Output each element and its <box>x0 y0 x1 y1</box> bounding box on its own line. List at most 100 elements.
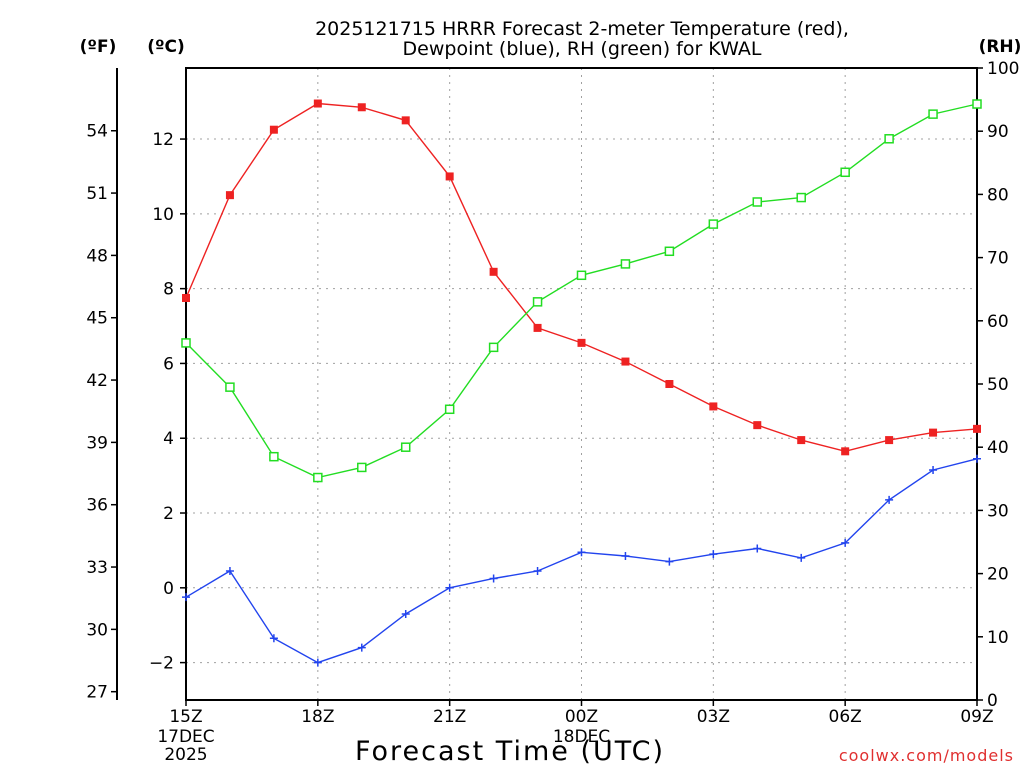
rh-point <box>225 382 235 392</box>
celsius-tick-label: 10 <box>152 205 174 225</box>
axes: 27 30 33 36 39 42 45 48 51 54 −2 0 2 4 6 8 10 12 0 10 20 30 40… <box>86 59 1019 765</box>
x-tick-label: 09Z <box>960 707 993 727</box>
rh-tick-label: 10 <box>987 628 1009 648</box>
celsius-tick-label: 0 <box>163 579 174 599</box>
temperature-point <box>753 421 762 430</box>
temperature-point <box>401 116 410 125</box>
dewpoint-point <box>182 593 190 602</box>
series-rh <box>181 99 982 483</box>
fahrenheit-tick-label: 33 <box>86 558 108 578</box>
rh-point <box>488 342 499 353</box>
fahrenheit-tick-label: 39 <box>86 433 108 453</box>
dewpoint-point <box>621 552 630 561</box>
temperature-point <box>533 323 542 332</box>
series-temperature <box>182 99 981 456</box>
dewpoint-point <box>401 609 410 618</box>
x-tick-label: 18Z <box>301 707 334 727</box>
temperature-point <box>225 191 234 200</box>
rh-point <box>269 451 279 462</box>
dewpoint-point <box>885 495 894 504</box>
fahrenheit-tick-label: 30 <box>86 620 108 640</box>
temperature-point <box>313 99 322 108</box>
dewpoint-point <box>797 553 806 562</box>
rh-point <box>181 338 191 348</box>
rh-tick-label: 20 <box>987 565 1009 585</box>
x-tick-label: 06Z <box>829 707 862 727</box>
rh-tick-label: 30 <box>987 501 1009 521</box>
celsius-unit-label: (ºC) <box>147 37 185 57</box>
chart-title: 2025121715 HRRR Forecast 2-meter Tempera… <box>315 18 849 60</box>
rh-tick-label: 70 <box>987 249 1009 269</box>
rh-unit-label: (RH) <box>979 37 1022 57</box>
x-axis-label: Forecast Time (UTC) <box>355 736 665 767</box>
fahrenheit-tick-label: 36 <box>86 496 108 516</box>
rh-point <box>664 246 675 257</box>
temperature-point <box>841 447 850 456</box>
celsius-tick-label: 4 <box>163 429 174 449</box>
temperature-point <box>621 357 630 366</box>
dewpoint-point <box>665 557 674 566</box>
fahrenheit-unit-label: (ºF) <box>80 37 117 57</box>
temperature-point <box>182 293 190 302</box>
rh-point <box>708 219 719 229</box>
dewpoint-point <box>489 574 498 583</box>
rh-point <box>972 99 982 109</box>
x-date-label: 17DEC <box>157 727 214 747</box>
dewpoint-point <box>753 544 762 553</box>
temperature-point <box>885 436 894 445</box>
dewpoint-point <box>577 548 586 557</box>
fahrenheit-tick-label: 45 <box>86 309 108 329</box>
rh-point <box>576 270 587 281</box>
rh-point <box>313 472 323 483</box>
dewpoint-point <box>269 634 278 643</box>
temperature-point <box>797 436 806 445</box>
rh-tick-label: 0 <box>987 691 998 711</box>
x-tick-label: 21Z <box>433 707 466 727</box>
x-date-label: 2025 <box>164 745 207 765</box>
dewpoint-point <box>973 454 981 463</box>
rh-point <box>884 134 894 144</box>
fahrenheit-tick-label: 54 <box>86 122 108 142</box>
credit-text: coolwx.com/models <box>839 746 1014 765</box>
fahrenheit-tick-label: 48 <box>86 246 108 266</box>
dewpoint-point <box>929 466 938 475</box>
dewpoint-point <box>709 550 718 559</box>
title-line-1: 2025121715 HRRR Forecast 2-meter Tempera… <box>315 18 849 40</box>
rh-point <box>840 167 850 178</box>
temperature-point <box>489 267 498 276</box>
rh-point <box>620 259 631 269</box>
rh-tick-label: 40 <box>987 438 1009 458</box>
rh-tick-label: 100 <box>987 59 1019 79</box>
fahrenheit-tick-label: 27 <box>86 683 108 703</box>
celsius-tick-label: 2 <box>163 504 174 524</box>
temperature-point <box>973 424 981 433</box>
rh-tick-label: 90 <box>987 122 1009 142</box>
temperature-point <box>445 172 454 181</box>
data-series <box>181 99 982 667</box>
rh-point <box>444 404 455 415</box>
temperature-point <box>665 380 674 388</box>
dewpoint-point <box>225 566 234 575</box>
title-line-2: Dewpoint (blue), RH (green) for KWAL <box>403 38 762 60</box>
x-date-label: 18DEC <box>553 727 610 747</box>
x-tick-label: 03Z <box>697 707 730 727</box>
x-tick-label: 00Z <box>565 707 598 727</box>
rh-point <box>928 109 938 119</box>
temperature-point <box>577 338 586 347</box>
dewpoint-point <box>841 538 850 547</box>
fahrenheit-tick-label: 42 <box>86 371 108 391</box>
series-dewpoint <box>182 454 981 667</box>
celsius-tick-label: 8 <box>163 280 174 300</box>
fahrenheit-tick-label: 51 <box>86 184 108 204</box>
dewpoint-point <box>313 658 322 667</box>
rh-tick-label: 60 <box>987 312 1009 332</box>
dewpoint-point <box>533 566 542 575</box>
rh-tick-label: 50 <box>987 375 1009 395</box>
temperature-point <box>929 428 938 437</box>
celsius-tick-label: −2 <box>149 654 174 674</box>
rh-point <box>532 297 543 307</box>
temperature-point <box>357 103 366 112</box>
celsius-tick-label: 6 <box>163 354 174 374</box>
rh-point <box>357 462 367 473</box>
